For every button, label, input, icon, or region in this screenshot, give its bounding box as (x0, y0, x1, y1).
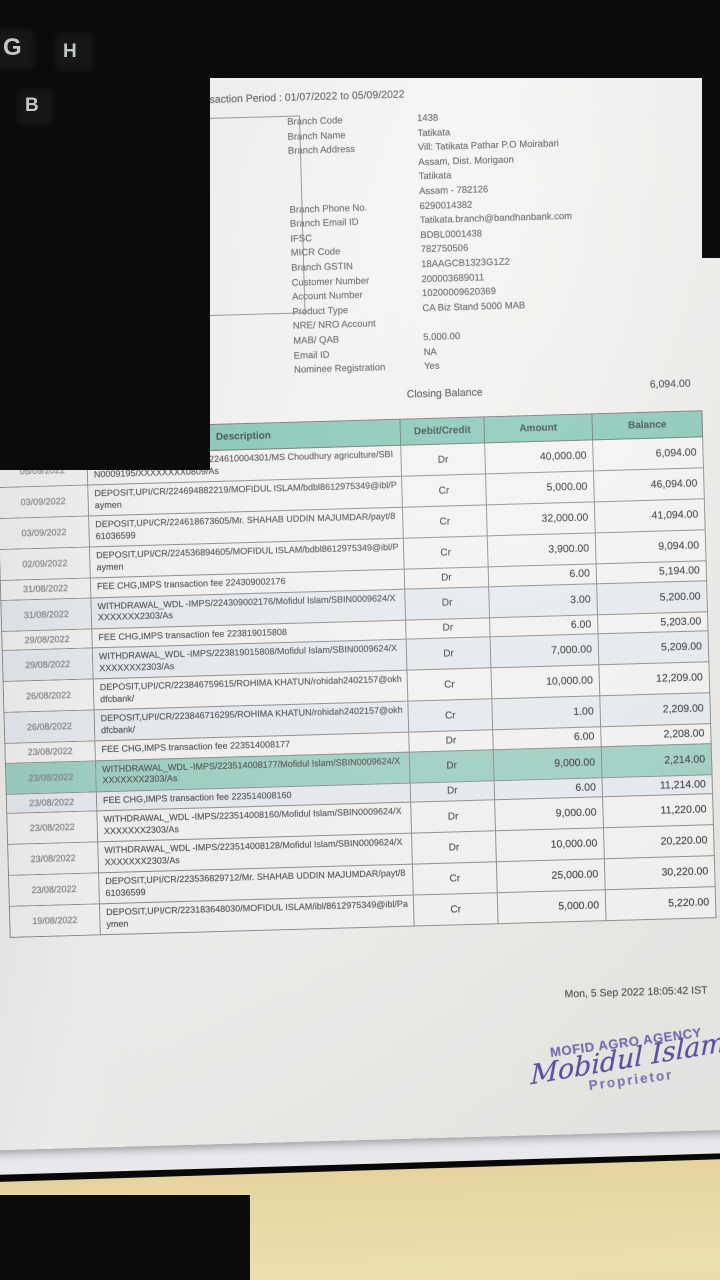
cell-dc: Cr (407, 698, 493, 733)
cell-amount: 25,000.00 (496, 858, 606, 893)
proprietor-stamp: MOFID AGRO AGENCY Mobidul Islam Propriet… (511, 1020, 720, 1103)
branch-field-label: Branch Address (287, 144, 356, 157)
cell-amount: 3,900.00 (487, 532, 597, 567)
cell-dc: Dr (409, 749, 495, 783)
transactions-table: DateDescriptionDebit/CreditAmountBalance… (0, 410, 717, 938)
branch-field-value: BDBL0001438 (420, 228, 483, 241)
keycap (0, 26, 38, 72)
cell-date: 29/08/2022 (2, 647, 94, 682)
cell-balance: 20,220.00 (603, 824, 715, 859)
keyboard-key-b: B (25, 95, 39, 116)
closing-balance-label: Closing Balance (406, 386, 483, 401)
cell-dc: Dr (410, 780, 495, 803)
cell-dc: Cr (413, 892, 499, 927)
cell-date: 23/08/2022 (8, 872, 100, 907)
cell-amount: 5,000.00 (497, 889, 607, 924)
cell-dc: Cr (412, 861, 498, 896)
branch-field-value: Vill: Tatikata Pathar P.O Moirabari Assa… (417, 138, 559, 198)
generated-timestamp: Mon, 5 Sep 2022 18:05:42 IST (564, 984, 708, 1001)
branch-field-value: CA Biz Stand 5000 MAB (422, 299, 526, 314)
branch-field-value: 18AAGCB1323G1Z2 (421, 256, 511, 271)
cell-amount: 1.00 (491, 695, 601, 730)
cell-amount: 32,000.00 (486, 501, 596, 536)
keyboard-left-edge: G H B (0, 0, 210, 470)
transactions-body: 05/09/2022 WITHDRAWAL_WDL -IMPS/224610004… (0, 436, 717, 938)
branch-list: Branch Code 1438 Branch Name Tatikata Branch… (287, 105, 694, 379)
cell-date: 23/08/2022 (7, 841, 99, 876)
cell-date: 23/08/2022 (5, 760, 97, 794)
cell-balance: 12,209.00 (598, 661, 710, 696)
cell-dc: Dr (406, 636, 491, 671)
branch-field-label: Nominee Registration (293, 362, 386, 376)
cell-balance: 2,214.00 (601, 743, 713, 778)
branch-field-value: 5,000.00 (423, 330, 461, 343)
cell-balance: 30,220.00 (604, 855, 716, 890)
cell-dc: Dr (400, 442, 486, 477)
cell-balance: 9,094.00 (595, 529, 707, 564)
cell-date: 26/08/2022 (4, 709, 95, 744)
cell-date: 03/09/2022 (0, 484, 89, 519)
cell-dc: Cr (401, 473, 487, 508)
cell-date: 31/08/2022 (0, 577, 91, 600)
cell-date: 19/08/2022 (9, 903, 101, 938)
cell-dc: Cr (402, 504, 488, 539)
branch-field-value: 1438 (416, 112, 439, 125)
cell-dc: Dr (411, 830, 497, 865)
keyboard-key-g: G (3, 34, 22, 61)
branch-field-value: 782750506 (420, 243, 469, 256)
cell-amount: 5,000.00 (485, 470, 595, 505)
column-header: Balance (591, 410, 703, 440)
keyboard-right-edge (702, 0, 720, 258)
cell-balance: 5,209.00 (598, 630, 709, 665)
cell-date: 26/08/2022 (3, 678, 94, 713)
cell-amount: 9,000.00 (494, 796, 604, 831)
branch-field-value: 6290014382 (419, 199, 473, 212)
cell-amount: 7,000.00 (490, 633, 599, 668)
cell-balance: 5,220.00 (605, 886, 717, 921)
cell-dc: Dr (405, 617, 491, 640)
cell-dc: Dr (408, 729, 494, 752)
cell-date: 23/08/2022 (6, 810, 98, 845)
cell-date: 23/08/2022 (4, 740, 96, 763)
cell-amount: 3.00 (488, 583, 598, 618)
cell-date: 03/09/2022 (0, 515, 90, 550)
cell-date: 02/09/2022 (0, 546, 91, 581)
keyboard-key-h: H (63, 41, 77, 62)
cell-balance: 11,220.00 (602, 793, 714, 828)
cell-amount: 10,000.00 (495, 827, 605, 862)
cell-date: 23/08/2022 (6, 791, 97, 814)
cell-amount: 40,000.00 (484, 439, 594, 474)
column-header: Debit/Credit (399, 416, 485, 446)
closing-balance-value: 6,094.00 (649, 377, 691, 391)
column-header: Amount (483, 413, 593, 443)
cell-dc: Cr (406, 667, 492, 702)
keycap (14, 86, 56, 128)
keycap (52, 30, 96, 74)
cell-dc: Dr (410, 799, 496, 834)
cell-balance: 5,200.00 (596, 580, 708, 615)
cell-dc: Cr (403, 535, 489, 570)
cell-balance: 6,094.00 (592, 436, 704, 471)
cell-amount: 9,000.00 (493, 746, 603, 781)
shadow-corner (0, 1195, 250, 1280)
cell-date: 29/08/2022 (1, 628, 93, 651)
cell-balance: 41,094.00 (594, 498, 706, 533)
cell-balance: 46,094.00 (593, 467, 705, 502)
branch-field-value: NA (423, 346, 437, 358)
cell-amount: 10,000.00 (490, 664, 600, 699)
branch-field-value: Tatikata (417, 126, 451, 139)
cell-dc: Dr (404, 566, 489, 589)
branch-field-value: Yes (423, 360, 440, 373)
cell-dc: Dr (404, 586, 490, 620)
cell-date: 31/08/2022 (0, 597, 92, 631)
cell-balance: 2,209.00 (599, 692, 711, 727)
